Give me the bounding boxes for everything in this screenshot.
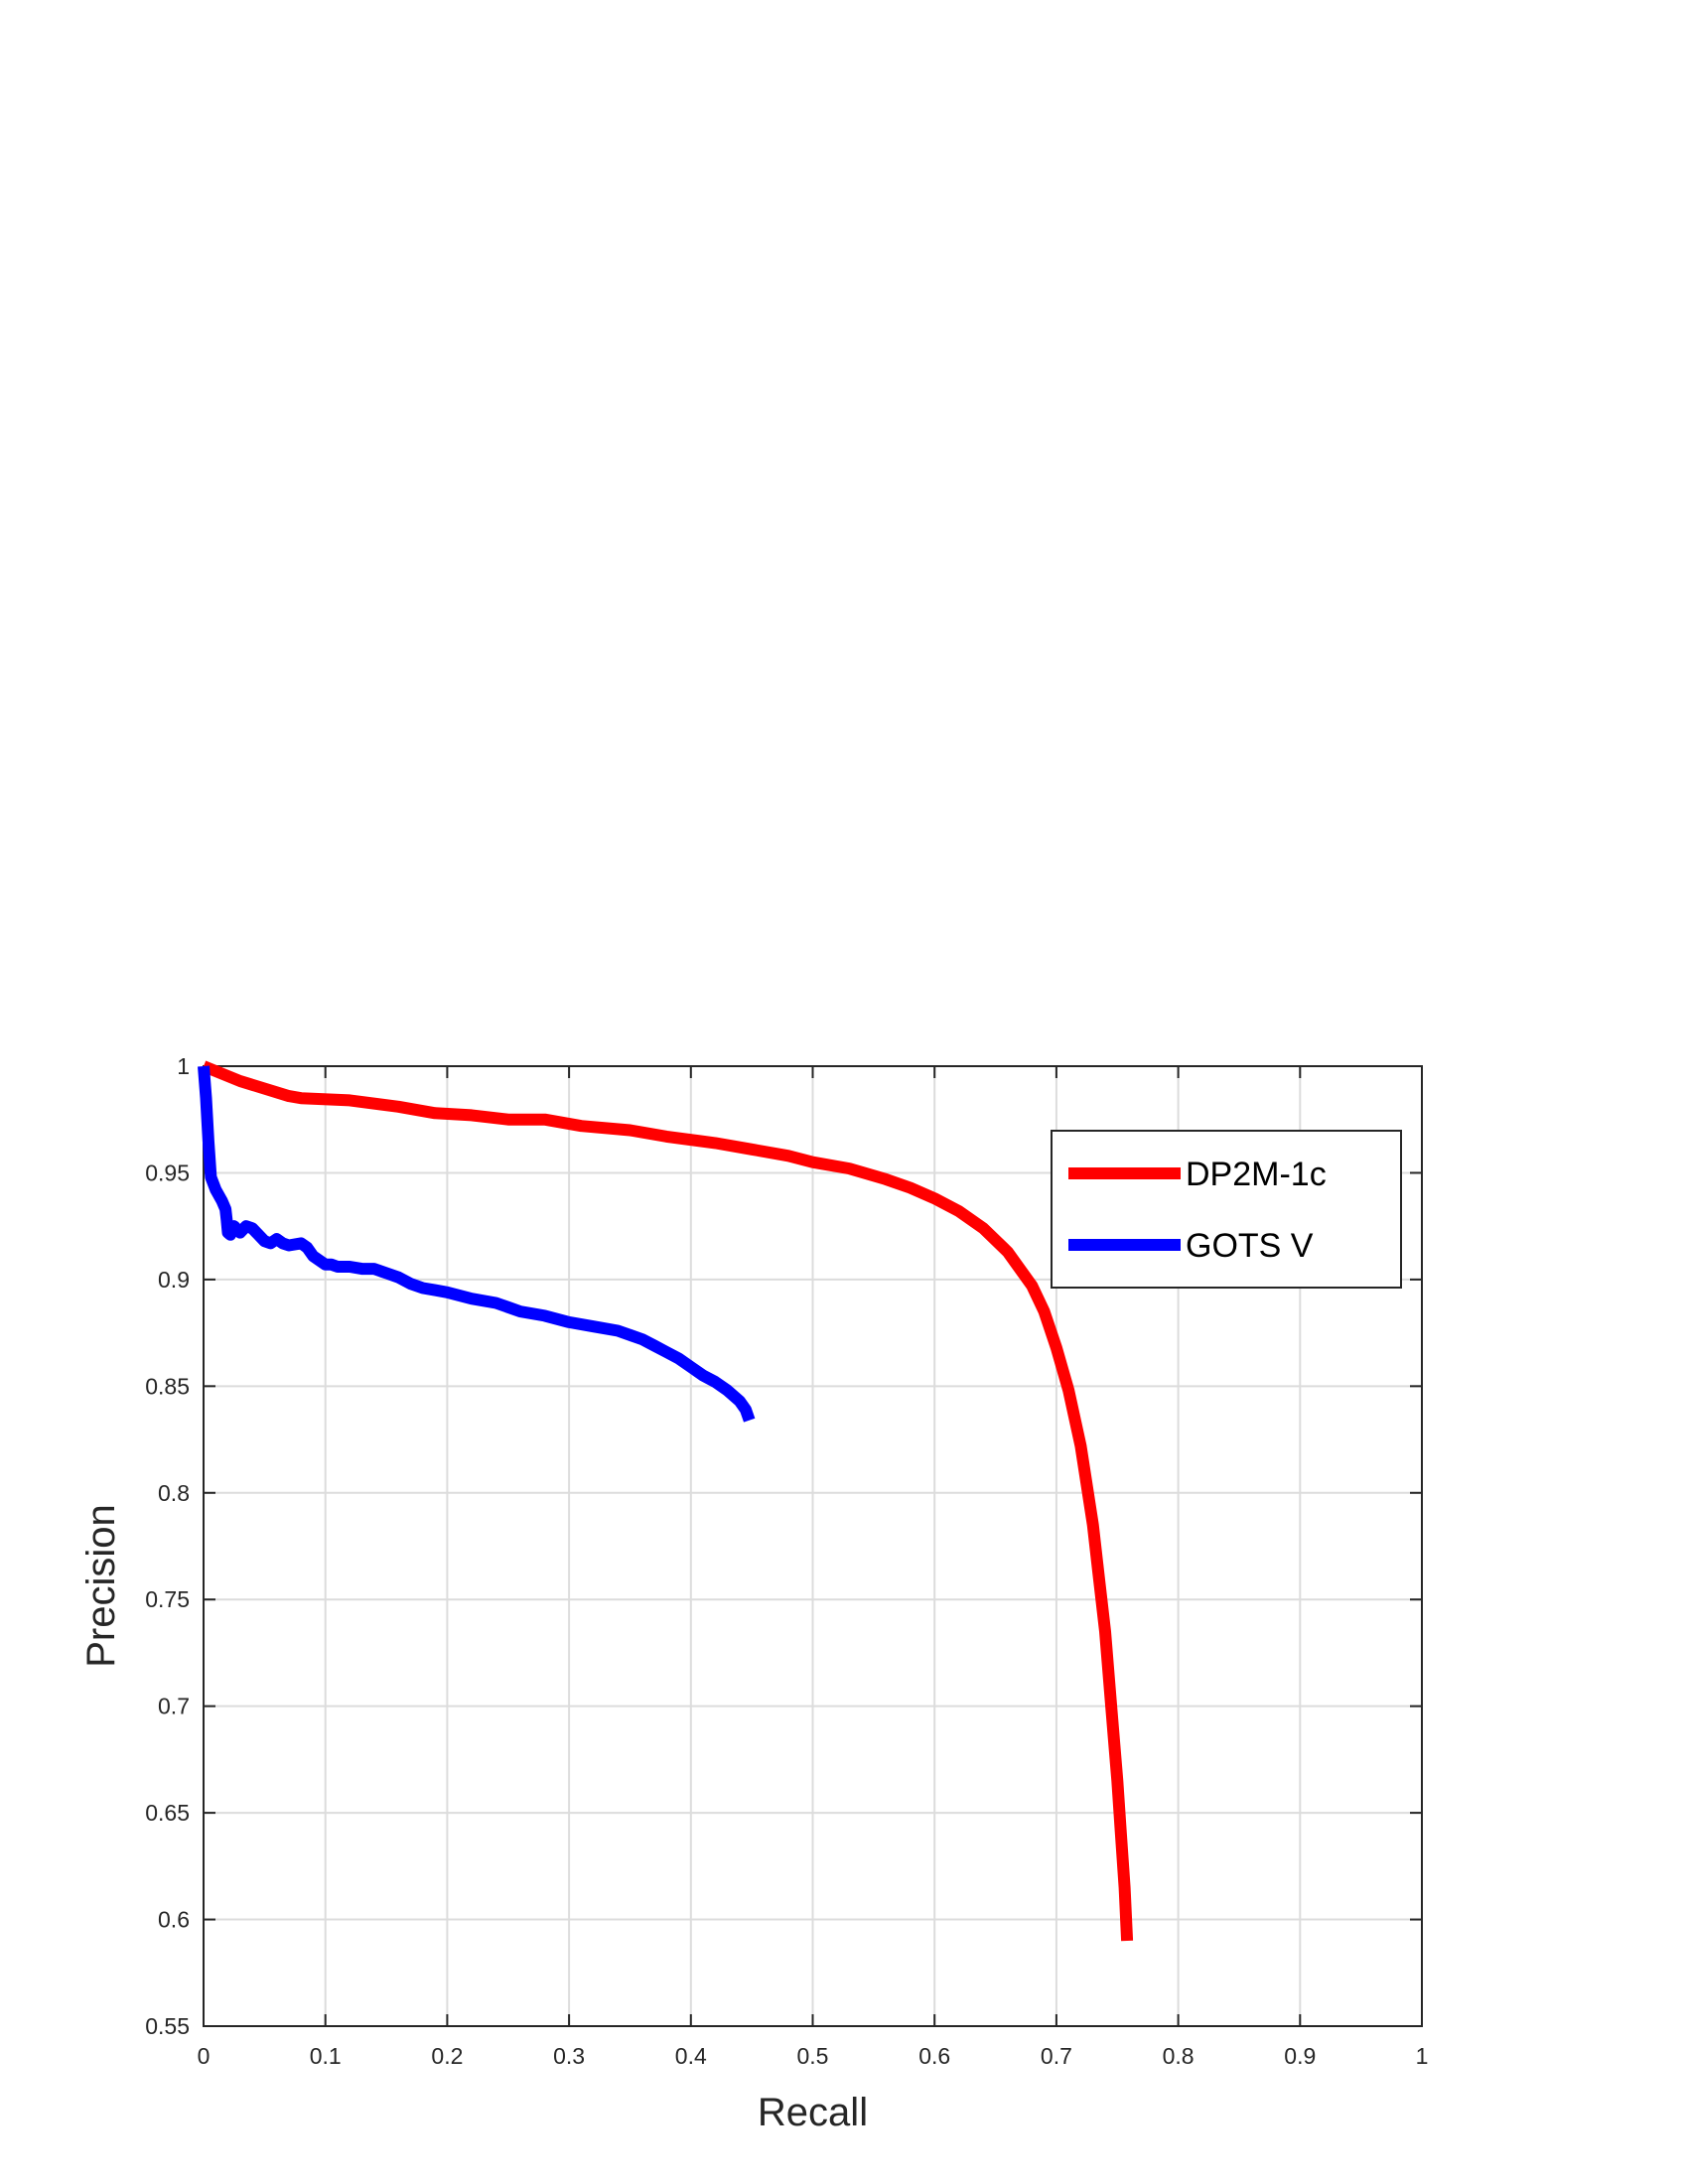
series-lines — [198, 1060, 1134, 1942]
legend-label-gots-v: GOTS V — [1186, 1227, 1314, 1265]
y-tick-label: 1 — [177, 1053, 190, 1079]
y-tick-label: 0.75 — [145, 1586, 190, 1612]
x-tick-label: 0.1 — [310, 2043, 342, 2069]
y-tick-label: 0.85 — [145, 1373, 190, 1399]
series-line-gots-v — [198, 1065, 756, 1423]
x-tick-label: 0.7 — [1041, 2043, 1072, 2069]
y-tick-label: 0.9 — [158, 1267, 190, 1293]
y-tick-label: 0.6 — [158, 1907, 190, 1933]
x-tick-label: 0.9 — [1284, 2043, 1316, 2069]
x-tick-label: 0.5 — [797, 2043, 829, 2069]
y-tick-label: 0.55 — [145, 2013, 190, 2039]
legend-box — [1051, 1130, 1402, 1289]
x-axis-label: Recall — [758, 2091, 868, 2134]
y-tick-label: 0.8 — [158, 1480, 190, 1506]
y-axis-label: Precision — [79, 1504, 123, 1668]
x-tick-label: 0.2 — [431, 2043, 463, 2069]
x-tick-label: 0 — [198, 2043, 211, 2069]
x-tick-label: 0.4 — [675, 2043, 707, 2069]
x-tick-label: 0.6 — [918, 2043, 950, 2069]
x-tick-label: 1 — [1416, 2043, 1429, 2069]
grid — [204, 1066, 1422, 2026]
x-tick-label: 0.3 — [553, 2043, 585, 2069]
legend-label-dp2m-1c: DP2M-1c — [1186, 1156, 1327, 1193]
y-tick-label: 0.7 — [158, 1694, 190, 1719]
series-line-dp2m-1c — [201, 1060, 1134, 1942]
y-tick-label: 0.95 — [145, 1160, 190, 1185]
axis-ticks: 0 0.1 0.2 0.3 0.4 0.5 0.6 0.7 0.8 0.9 1 0.55 0.6 0.65… — [145, 1053, 1428, 2069]
x-tick-label: 0.8 — [1163, 2043, 1195, 2069]
legend: DP2M-1c GOTS V — [1051, 1130, 1402, 1289]
y-tick-label: 0.65 — [145, 1800, 190, 1826]
